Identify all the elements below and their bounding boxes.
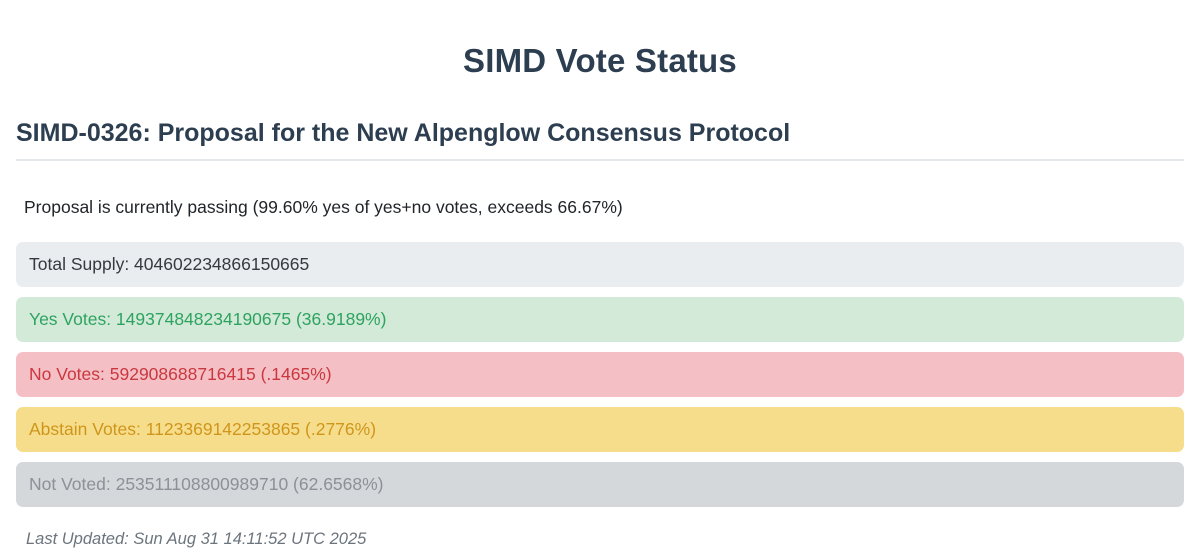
proposal-status-text: Proposal is currently passing (99.60% ye… <box>24 197 623 217</box>
yes-votes-label: Yes Votes: 149374848234190675 (36.9189%) <box>29 309 387 329</box>
not-voted-label: Not Voted: 253511108800989710 (62.6568%) <box>29 474 384 494</box>
page-title: SIMD Vote Status <box>463 42 737 79</box>
no-votes-label: No Votes: 592908688716415 (.1465%) <box>29 364 332 384</box>
total-supply-bar: Total Supply: 404602234866150665 <box>16 242 1184 287</box>
not-voted-bar: Not Voted: 253511108800989710 (62.6568%) <box>16 462 1184 507</box>
abstain-votes-bar: Abstain Votes: 1123369142253865 (.2776%) <box>16 407 1184 452</box>
vote-results-list: Total Supply: 404602234866150665 Yes Vot… <box>16 242 1184 507</box>
abstain-votes-label: Abstain Votes: 1123369142253865 (.2776%) <box>29 419 377 439</box>
proposal-heading: SIMD-0326: Proposal for the New Alpenglo… <box>16 119 1184 161</box>
page-container: SIMD Vote Status SIMD-0326: Proposal for… <box>0 42 1200 549</box>
yes-votes-bar: Yes Votes: 149374848234190675 (36.9189%) <box>16 297 1184 342</box>
no-votes-bar: No Votes: 592908688716415 (.1465%) <box>16 352 1184 397</box>
total-supply-label: Total Supply: 404602234866150665 <box>29 254 310 274</box>
last-updated-text: Last Updated: Sun Aug 31 14:11:52 UTC 20… <box>26 530 367 548</box>
